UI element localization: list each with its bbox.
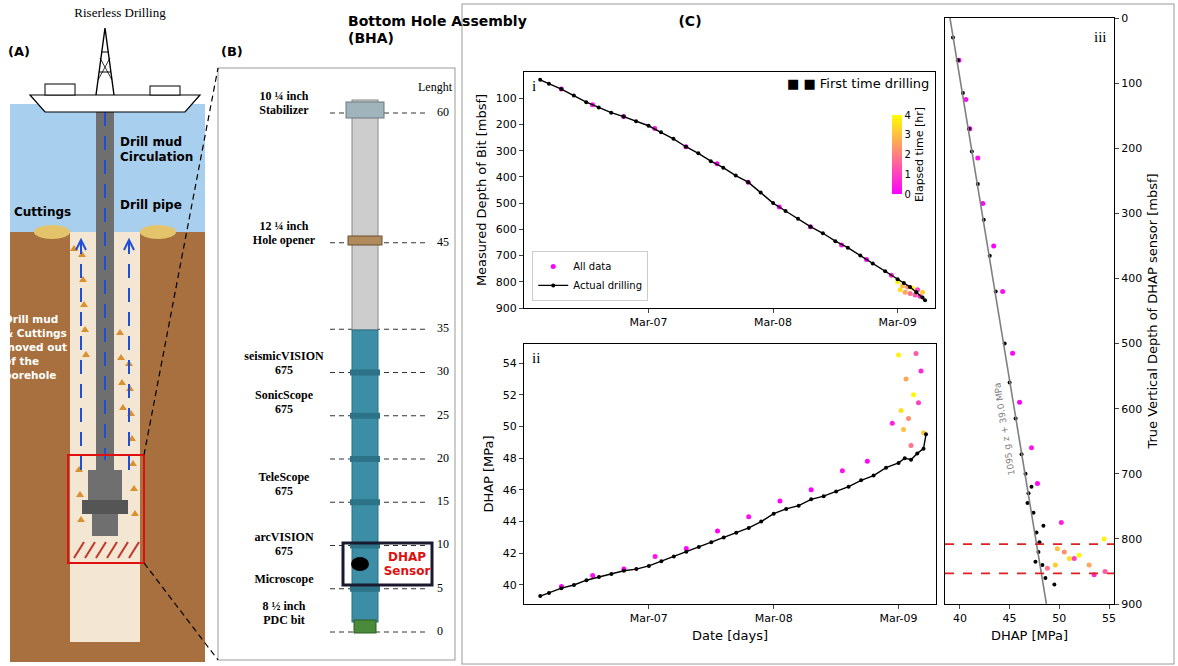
svg-text:30: 30	[437, 364, 449, 378]
svg-text:Mar-07: Mar-07	[630, 612, 668, 625]
svg-text:500: 500	[496, 197, 517, 210]
svg-text:All data: All data	[573, 261, 611, 272]
svg-text:10: 10	[437, 537, 449, 551]
svg-text:True Vertical Depth of DHAP se: True Vertical Depth of DHAP sensor [mbsf…	[1145, 173, 1160, 449]
svg-text:12 ¼ inch: 12 ¼ inch	[259, 219, 308, 233]
svg-text:54: 54	[503, 357, 517, 370]
svg-text:60: 60	[437, 105, 449, 119]
svg-text:400: 400	[496, 171, 517, 184]
svg-text:300: 300	[1121, 207, 1142, 220]
svg-text:15: 15	[437, 494, 449, 508]
svg-text:SonicScope: SonicScope	[255, 388, 314, 402]
svg-text:0: 0	[437, 624, 443, 638]
svg-text:Elapsed time [hr]: Elapsed time [hr]	[913, 107, 926, 202]
svg-text:2: 2	[905, 149, 911, 160]
svg-text:5: 5	[437, 581, 443, 595]
svg-text:DHAP [MPa]: DHAP [MPa]	[481, 435, 496, 512]
svg-text:Mar-08: Mar-08	[755, 612, 793, 625]
svg-text:300: 300	[496, 145, 517, 158]
svg-text:675: 675	[275, 484, 293, 498]
svg-text:0: 0	[1121, 12, 1128, 25]
svg-text:100: 100	[1121, 77, 1142, 90]
svg-text:Mar-08: Mar-08	[754, 316, 792, 329]
svg-text:700: 700	[1121, 468, 1142, 481]
svg-text:Hole opener: Hole opener	[253, 233, 316, 247]
svg-text:55: 55	[1102, 612, 1116, 625]
svg-text:50: 50	[1052, 612, 1066, 625]
svg-text:675: 675	[275, 402, 293, 416]
svg-text:35: 35	[437, 321, 449, 335]
svg-text:400: 400	[1121, 272, 1142, 285]
svg-text:200: 200	[1121, 142, 1142, 155]
svg-text:900: 900	[496, 302, 517, 315]
svg-text:40: 40	[953, 612, 967, 625]
svg-text:arcVISION: arcVISION	[254, 530, 313, 544]
svg-text:ii: ii	[532, 350, 540, 366]
svg-text:200: 200	[496, 118, 517, 131]
svg-text:42: 42	[503, 547, 517, 560]
svg-text:Mar-09: Mar-09	[879, 316, 917, 329]
svg-text:1: 1	[905, 169, 911, 180]
svg-text:Mar-07: Mar-07	[630, 316, 668, 329]
svg-text:675: 675	[275, 363, 293, 377]
svg-text:800: 800	[496, 276, 517, 289]
svg-text:Measured Depth of Bit [mbsf]: Measured Depth of Bit [mbsf]	[474, 94, 489, 286]
svg-text:0: 0	[905, 189, 911, 200]
svg-text:(B): (B)	[221, 44, 243, 59]
svg-text:Drill mud: Drill mud	[120, 135, 182, 149]
svg-text:100: 100	[496, 92, 517, 105]
svg-text:48: 48	[503, 452, 517, 465]
svg-text:Riserless Drilling: Riserless Drilling	[74, 5, 166, 20]
svg-text:10 ¼ inch: 10 ¼ inch	[259, 89, 308, 103]
svg-text:moved out: moved out	[4, 341, 67, 353]
svg-text:800: 800	[1121, 533, 1142, 546]
svg-text:borehole: borehole	[4, 369, 56, 381]
svg-text:(A): (A)	[8, 44, 30, 59]
svg-text:500: 500	[1121, 337, 1142, 350]
svg-text:(C): (C)	[678, 13, 701, 29]
svg-text:1095 g z + 39.0 MPa: 1095 g z + 39.0 MPa	[992, 382, 1017, 476]
svg-text:3: 3	[905, 129, 911, 140]
svg-text:DHAP [MPa]: DHAP [MPa]	[991, 628, 1068, 643]
svg-text:4: 4	[905, 110, 911, 121]
svg-text:20: 20	[437, 451, 449, 465]
svg-text:600: 600	[1121, 403, 1142, 416]
svg-text:8 ½ inch: 8 ½ inch	[262, 599, 305, 613]
svg-text:PDC bit: PDC bit	[263, 613, 305, 627]
svg-text:Circulation: Circulation	[120, 150, 193, 164]
svg-text:52: 52	[503, 389, 517, 402]
svg-text:Actual drilling: Actual drilling	[573, 280, 642, 291]
svg-text:Microscope: Microscope	[254, 572, 314, 586]
svg-text:(BHA): (BHA)	[348, 30, 394, 46]
svg-text:50: 50	[503, 420, 517, 433]
svg-text:Drill mud: Drill mud	[4, 313, 58, 325]
svg-text:i: i	[532, 78, 536, 94]
svg-text:Cuttings: Cuttings	[14, 205, 71, 219]
svg-text:40: 40	[503, 579, 517, 592]
svg-text:Bottom Hole Assembly: Bottom Hole Assembly	[348, 13, 527, 29]
svg-text:iii: iii	[1094, 29, 1107, 45]
svg-text:Sensor: Sensor	[384, 564, 431, 578]
svg-text:45: 45	[1003, 612, 1017, 625]
svg-text:45: 45	[437, 235, 449, 249]
svg-text:700: 700	[496, 249, 517, 262]
svg-text:Stabilizer: Stabilizer	[259, 103, 309, 117]
svg-text:of the: of the	[4, 355, 39, 367]
svg-text:900: 900	[1121, 598, 1142, 611]
svg-text:600: 600	[496, 223, 517, 236]
svg-text:■ ■ First time drilling: ■ ■ First time drilling	[787, 76, 929, 91]
svg-text:Mar-09: Mar-09	[880, 612, 918, 625]
svg-text:25: 25	[437, 408, 449, 422]
svg-text:& Cuttings: & Cuttings	[4, 327, 67, 339]
svg-text:44: 44	[503, 515, 517, 528]
svg-text:46: 46	[503, 484, 517, 497]
svg-text:DHAP: DHAP	[388, 550, 426, 564]
svg-text:675: 675	[275, 544, 293, 558]
svg-text:Lenght: Lenght	[418, 80, 453, 94]
svg-text:seismicVISION: seismicVISION	[244, 349, 324, 363]
svg-text:Date [days]: Date [days]	[692, 628, 768, 643]
svg-text:TeleScope: TeleScope	[259, 470, 311, 484]
svg-text:Drill pipe: Drill pipe	[120, 198, 182, 212]
